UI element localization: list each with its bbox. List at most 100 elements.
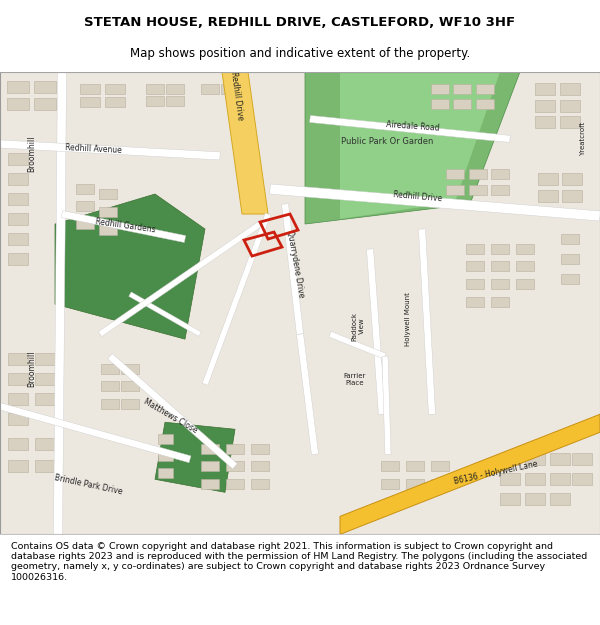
Polygon shape xyxy=(53,72,67,534)
Polygon shape xyxy=(61,211,185,242)
Bar xyxy=(80,97,100,107)
Polygon shape xyxy=(340,414,600,534)
Bar xyxy=(561,274,579,284)
Bar xyxy=(500,493,520,506)
Bar xyxy=(35,460,55,472)
Bar xyxy=(561,254,579,264)
Bar xyxy=(466,261,484,271)
Polygon shape xyxy=(340,72,500,219)
Bar xyxy=(491,279,509,289)
Bar xyxy=(516,261,534,271)
Bar xyxy=(34,81,56,93)
Polygon shape xyxy=(419,229,436,414)
Polygon shape xyxy=(296,334,319,455)
Bar xyxy=(201,84,219,94)
Bar xyxy=(7,98,29,110)
Bar xyxy=(8,373,28,385)
Bar xyxy=(560,100,580,112)
Bar xyxy=(572,473,592,486)
Bar xyxy=(491,244,509,254)
Bar xyxy=(431,99,449,109)
Bar xyxy=(251,461,269,471)
Bar xyxy=(8,413,28,425)
Bar xyxy=(469,185,487,195)
Polygon shape xyxy=(202,213,271,385)
Bar xyxy=(381,479,399,489)
Bar xyxy=(453,84,471,94)
Text: Redhill Drive: Redhill Drive xyxy=(229,71,245,121)
Polygon shape xyxy=(55,194,205,339)
Bar xyxy=(251,479,269,489)
Text: Contains OS data © Crown copyright and database right 2021. This information is : Contains OS data © Crown copyright and d… xyxy=(11,542,587,582)
Bar xyxy=(7,81,29,93)
Bar xyxy=(561,234,579,244)
Bar xyxy=(550,453,570,465)
Bar xyxy=(201,461,219,471)
Polygon shape xyxy=(305,72,520,224)
Bar xyxy=(35,393,55,405)
Bar xyxy=(500,473,520,486)
Bar xyxy=(99,225,117,235)
Polygon shape xyxy=(222,72,268,214)
Bar xyxy=(146,96,164,106)
Bar xyxy=(226,479,244,489)
Text: Broomhill: Broomhill xyxy=(28,351,37,388)
Bar xyxy=(157,434,173,444)
Bar xyxy=(469,169,487,179)
Bar xyxy=(251,444,269,454)
Text: Public Park Or Garden: Public Park Or Garden xyxy=(341,138,433,146)
Bar xyxy=(105,84,125,94)
Bar xyxy=(406,461,424,471)
Bar xyxy=(8,213,28,225)
Bar xyxy=(8,233,28,245)
Bar xyxy=(491,261,509,271)
Bar xyxy=(8,393,28,405)
Bar xyxy=(8,173,28,185)
Bar xyxy=(562,173,582,185)
Polygon shape xyxy=(269,184,600,221)
Polygon shape xyxy=(98,222,262,337)
Bar xyxy=(121,381,139,391)
Bar xyxy=(516,244,534,254)
Bar xyxy=(535,100,555,112)
Bar xyxy=(431,84,449,94)
Bar xyxy=(121,364,139,374)
Text: Map shows position and indicative extent of the property.: Map shows position and indicative extent… xyxy=(130,48,470,61)
Polygon shape xyxy=(107,354,238,469)
Bar xyxy=(572,453,592,465)
Text: Brindle Park Drive: Brindle Park Drive xyxy=(53,472,123,496)
Text: B6136 - Holywell Lane: B6136 - Holywell Lane xyxy=(454,459,539,486)
Bar xyxy=(466,279,484,289)
Bar xyxy=(35,438,55,450)
Bar xyxy=(381,461,399,471)
Polygon shape xyxy=(0,140,220,160)
Bar xyxy=(121,399,139,409)
Text: Airedale Road: Airedale Road xyxy=(386,119,440,132)
Bar xyxy=(560,83,580,95)
Text: Paddock
View: Paddock View xyxy=(352,312,365,341)
Bar xyxy=(99,189,117,199)
Bar xyxy=(550,473,570,486)
Bar xyxy=(35,353,55,365)
Bar xyxy=(431,479,449,489)
Bar xyxy=(562,190,582,202)
Bar xyxy=(8,253,28,265)
Bar xyxy=(8,438,28,450)
Bar xyxy=(491,169,509,179)
Bar xyxy=(101,364,119,374)
Bar xyxy=(201,479,219,489)
Bar xyxy=(35,373,55,385)
Text: Redhill Avenue: Redhill Avenue xyxy=(64,143,122,155)
Bar xyxy=(99,207,117,217)
Bar xyxy=(8,193,28,205)
Bar xyxy=(525,453,545,465)
Bar xyxy=(446,185,464,195)
Bar xyxy=(535,116,555,128)
Bar xyxy=(525,473,545,486)
Bar xyxy=(101,399,119,409)
Polygon shape xyxy=(382,356,391,454)
Bar xyxy=(500,453,520,465)
Bar xyxy=(166,84,184,94)
Polygon shape xyxy=(281,204,304,334)
Text: Redhill Gardens: Redhill Gardens xyxy=(94,217,155,235)
